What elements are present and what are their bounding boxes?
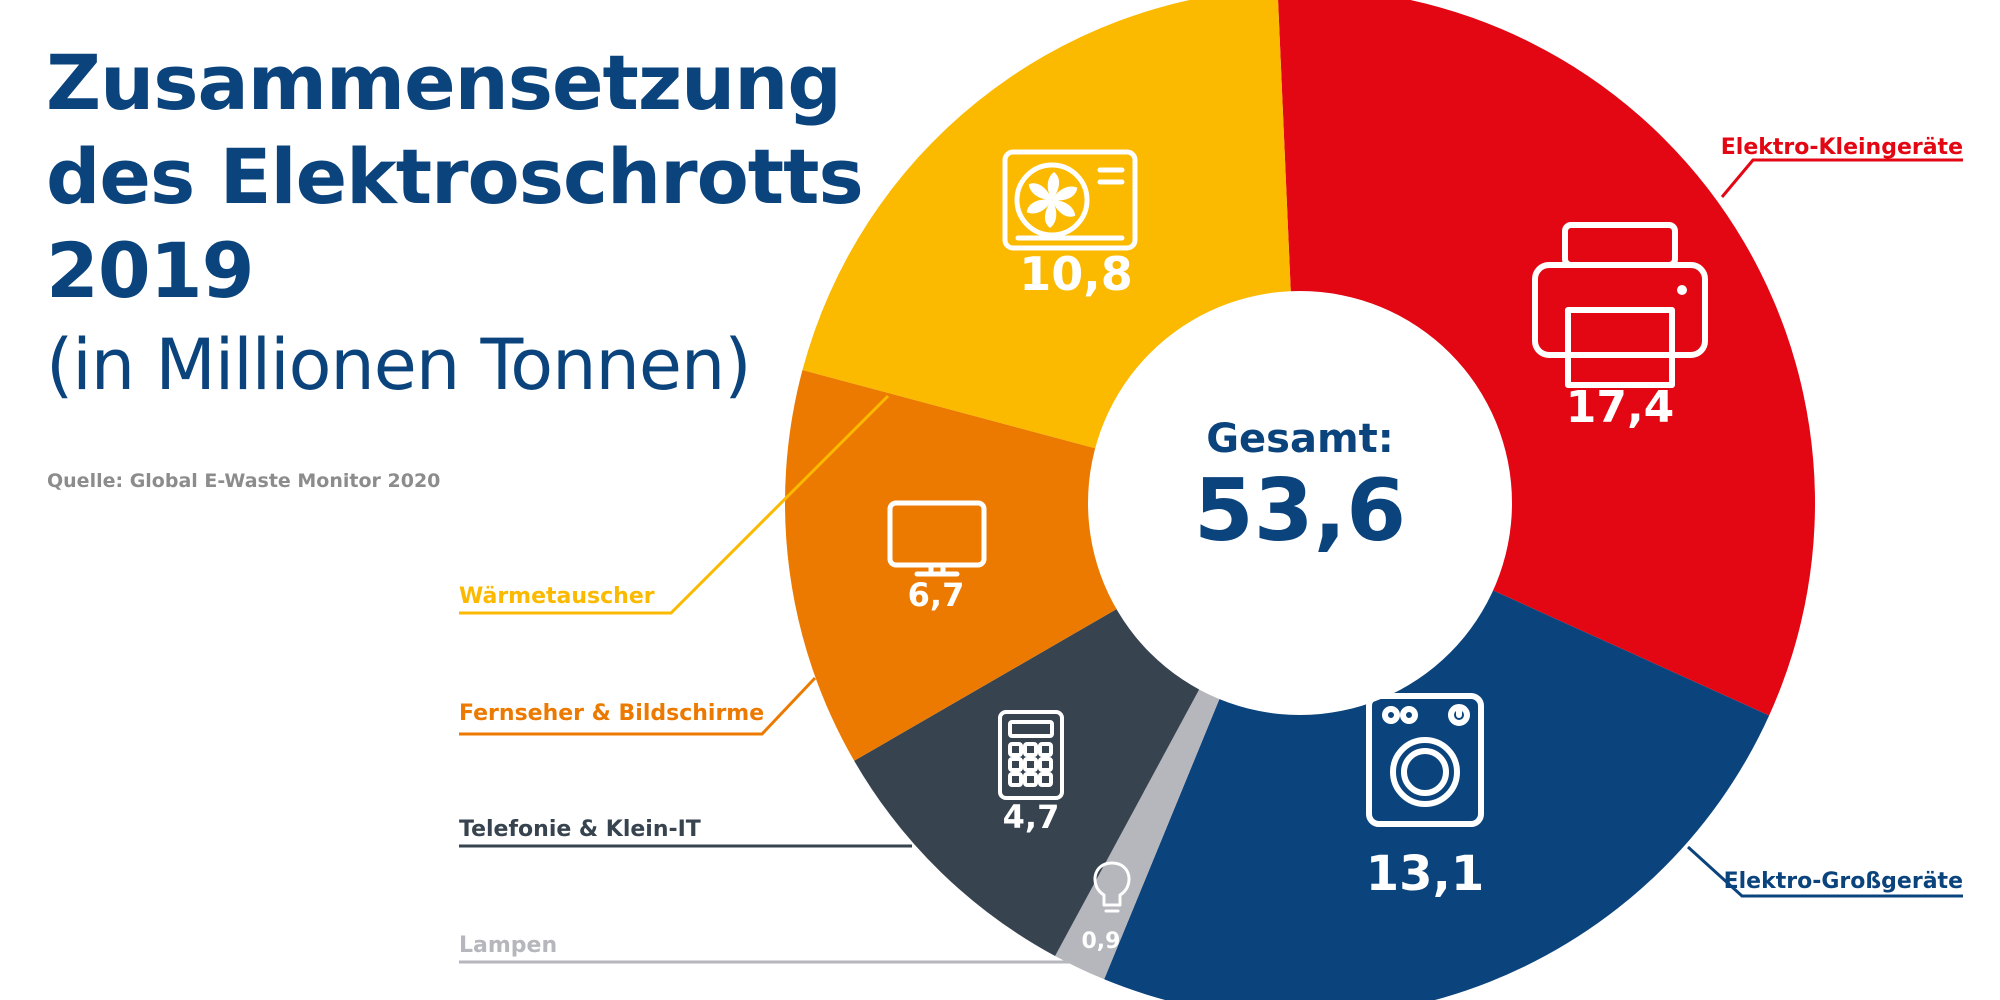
slice-4 xyxy=(785,370,1300,761)
slice-values: 17,4 13,1 0,9 4,7 6,7 10,8 xyxy=(908,247,1675,954)
slice-icons xyxy=(887,149,1708,913)
washing-machine-icon xyxy=(1366,693,1484,827)
leader-line-0 xyxy=(1720,158,1963,198)
value-label-4: 6,7 xyxy=(908,576,965,614)
slice-label-5: Wärmetauscher xyxy=(459,584,655,609)
leader-lines xyxy=(459,158,1963,964)
value-label-3: 4,7 xyxy=(1003,798,1060,836)
printer-icon xyxy=(1532,222,1708,388)
donut-hole xyxy=(1088,291,1512,715)
slice-label-3: Telefonie & Klein-IT xyxy=(459,817,701,842)
chart-title-line-1: Zusammensetzung xyxy=(46,38,842,127)
chart-subtitle: (in Millionen Tonnen) xyxy=(46,324,752,406)
center-total-label: Gesamt: xyxy=(1206,416,1394,462)
slice-label-4: Fernseher & Bildschirme xyxy=(459,701,764,726)
lightbulb-icon xyxy=(1093,861,1131,913)
slice-labels: Elektro-Kleingeräte Elektro-Großgeräte Lam… xyxy=(459,135,1963,958)
value-label-1: 13,1 xyxy=(1366,846,1484,902)
air-conditioner-icon xyxy=(1002,149,1138,251)
slice-label-0: Elektro-Kleingeräte xyxy=(1721,135,1963,160)
center-total-value: 53,6 xyxy=(1194,461,1406,561)
value-label-2: 0,9 xyxy=(1082,929,1121,954)
value-label-5: 10,8 xyxy=(1019,247,1133,301)
title-block: Zusammensetzung des Elektroschrotts 2019… xyxy=(46,36,864,412)
leader-line-1 xyxy=(1686,845,1963,898)
chart-title-line-3: 2019 xyxy=(46,226,255,315)
leader-line-4 xyxy=(459,676,817,736)
monitor-icon xyxy=(887,500,987,577)
leader-line-5 xyxy=(459,394,890,615)
chart-title-line-2: des Elektroschrotts xyxy=(46,132,864,221)
calculator-icon xyxy=(998,710,1064,800)
source-note: Quelle: Global E-Waste Monitor 2020 xyxy=(47,470,441,492)
slice-label-2: Lampen xyxy=(459,933,557,958)
value-label-0: 17,4 xyxy=(1566,382,1675,433)
slice-label-1: Elektro-Großgeräte xyxy=(1724,869,1963,894)
